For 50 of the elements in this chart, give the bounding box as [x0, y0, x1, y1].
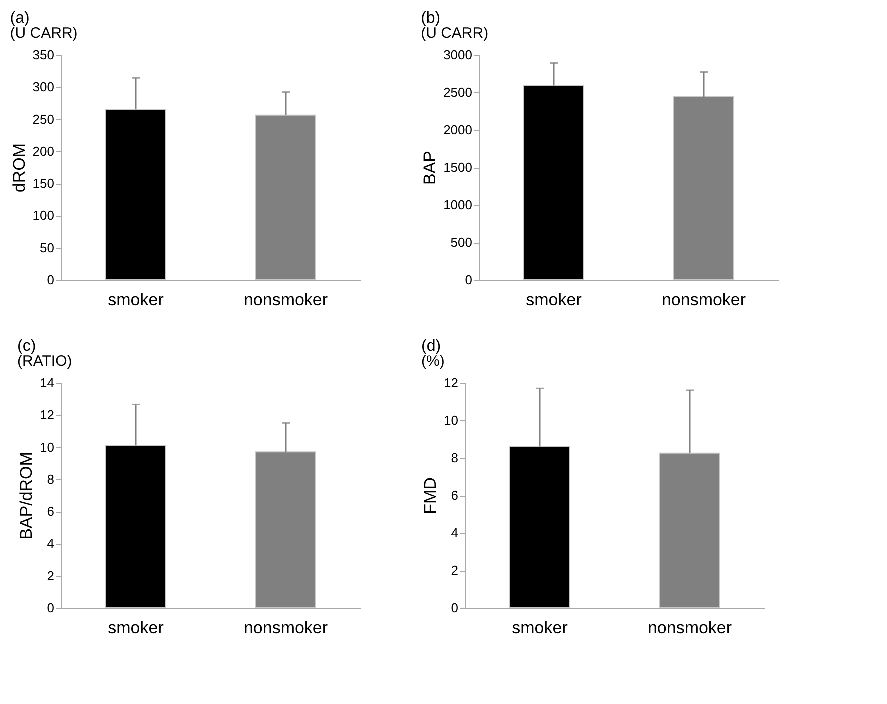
- chart-subtitle: (U CARR): [10, 25, 78, 42]
- y-tick-label: 12: [444, 376, 458, 390]
- y-tick-label: 500: [450, 235, 472, 250]
- y-tick-label: 2500: [444, 85, 472, 100]
- chart-title: (b): [421, 10, 441, 27]
- y-tick-label: 100: [32, 208, 54, 224]
- x-tick-label: smoker: [526, 290, 582, 310]
- y-tick-label: 3000: [444, 48, 472, 62]
- y-tick-label: 12: [40, 408, 54, 423]
- x-tick-label: smoker: [108, 618, 164, 638]
- chart-title: (c): [18, 338, 36, 355]
- y-tick-label: 0: [47, 272, 54, 288]
- y-tick-label: 4: [451, 526, 458, 540]
- y-tick-label: 2000: [444, 122, 472, 138]
- y-tick-label: 0: [47, 600, 54, 616]
- y-tick-label: 10: [444, 413, 458, 428]
- x-tick-label: nonsmoker: [244, 290, 328, 310]
- y-tick-label: 1500: [444, 160, 472, 175]
- y-tick-label: 10: [40, 440, 54, 455]
- y-axis-title: dROM: [10, 143, 29, 193]
- y-tick-label: 0: [451, 600, 458, 616]
- y-tick-label: 50: [40, 240, 54, 256]
- y-axis-title: FMD: [421, 478, 440, 514]
- y-tick-label: 6: [47, 504, 54, 520]
- y-tick-label: 1000: [444, 198, 472, 212]
- y-tick-label: 2: [451, 563, 458, 578]
- y-tick-label: 4: [47, 536, 54, 552]
- y-tick-label: 8: [47, 472, 54, 487]
- x-tick-label: smoker: [108, 290, 164, 310]
- chart-title: (a): [10, 10, 30, 27]
- chart-subtitle: (RATIO): [18, 353, 72, 370]
- chart-title: (d): [422, 338, 442, 355]
- x-tick-label: nonsmoker: [244, 618, 328, 638]
- x-tick-label: nonsmoker: [662, 290, 746, 310]
- y-tick-label: 6: [451, 488, 458, 503]
- x-tick-label: smoker: [512, 618, 568, 638]
- x-tick-label: nonsmoker: [648, 618, 732, 638]
- y-tick-label: 150: [32, 176, 54, 192]
- y-axis-title: BAP/dROM: [17, 452, 36, 540]
- y-tick-label: 0: [465, 272, 472, 288]
- y-tick-label: 14: [40, 376, 54, 390]
- y-axis-title: BAP: [420, 150, 440, 186]
- y-tick-label: 200: [32, 144, 54, 159]
- y-tick-label: 2: [47, 568, 54, 584]
- y-tick-label: 8: [451, 450, 458, 466]
- y-tick-label: 300: [32, 80, 54, 95]
- y-tick-label: 350: [32, 48, 54, 62]
- chart-subtitle: (%): [422, 353, 445, 370]
- chart-subtitle: (U CARR): [421, 25, 489, 42]
- y-tick-label: 250: [32, 112, 54, 127]
